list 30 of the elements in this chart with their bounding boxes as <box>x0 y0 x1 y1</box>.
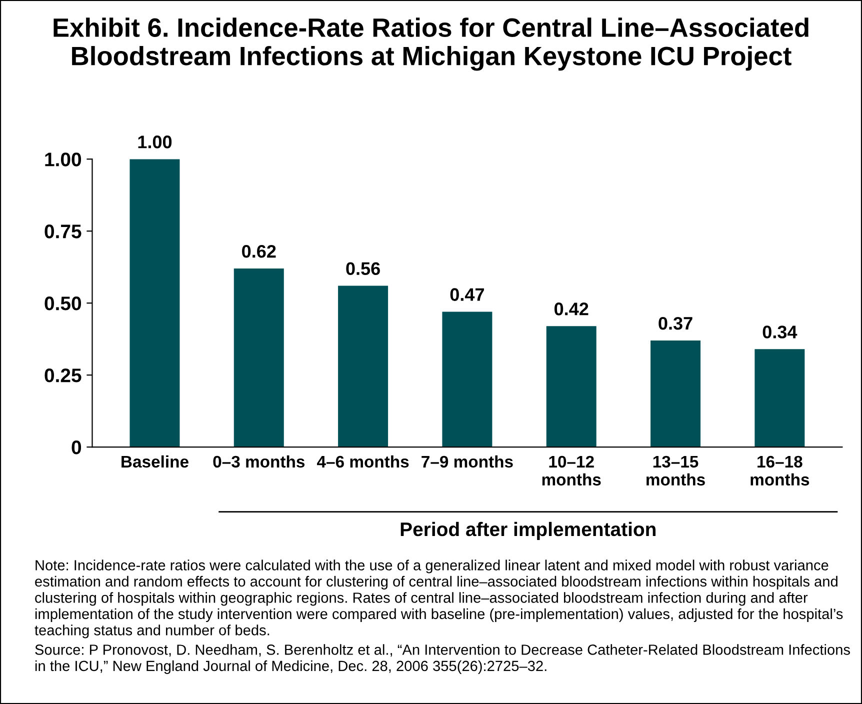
data-label: 0.56 <box>346 262 380 276</box>
bar <box>754 349 805 448</box>
x-tick-label: 7–9 months <box>422 455 513 468</box>
bar <box>442 312 492 448</box>
data-label: 0.62 <box>242 244 276 258</box>
y-tick-label: 0.25 <box>44 368 82 382</box>
source-note: Source: P Pronovost, D. Needham, S. Berenholtz et al., “An Intervention to Decrease Catheter-Related Bloodstream Infections in the ICU,” New England Journal of Medicine, Dec. 28, 2006 355(26):2725–32. <box>35 644 850 674</box>
x-tick-label: 4–6 months <box>316 455 409 468</box>
bar <box>650 340 701 448</box>
bar <box>546 326 596 448</box>
x-tick-label: Baseline <box>122 455 188 468</box>
data-label: 0.42 <box>554 302 588 316</box>
y-tick-label: 0.75 <box>44 224 82 238</box>
x-tick-label: 13–15 months <box>646 456 705 486</box>
text: Note: Incidence-rate ratios were calculated with the use of a generalized linear latent and mixed model with robust variance estimation and random effects to account for clustering of central line–associated bloodstream infections within hospitals and clustering of hospitals within geographic regions. Rates of central line–associated bloodstream infection during and after implementation of the study intervention were compared with baseline (pre-implementation) values, adjusted for the hospital’s teaching status and number of beds. <box>34 560 843 638</box>
x-tick-label: 10–12 months <box>542 456 601 486</box>
x-tick-label: 0–3 months <box>213 455 305 468</box>
bar <box>234 268 284 448</box>
bar <box>130 159 180 448</box>
y-tick-label: 0.50 <box>44 296 82 310</box>
data-label: 1.00 <box>138 136 172 148</box>
data-label: 0.34 <box>762 326 798 338</box>
x-axis-title: Period after implementation <box>400 522 656 540</box>
chart-title: Exhibit 6. Incidence-Rate Ratios for Central Line–Associated Bloodstream Infections at Michigan Keystone ICU Project <box>54 18 808 71</box>
data-label: 0.37 <box>658 316 692 330</box>
y-tick-label: 1.00 <box>45 152 82 166</box>
x-tick-label: 16–18 months <box>750 456 810 486</box>
y-tick-label: 0 <box>72 440 82 454</box>
data-label: 0.47 <box>450 288 484 301</box>
bar <box>338 286 388 448</box>
